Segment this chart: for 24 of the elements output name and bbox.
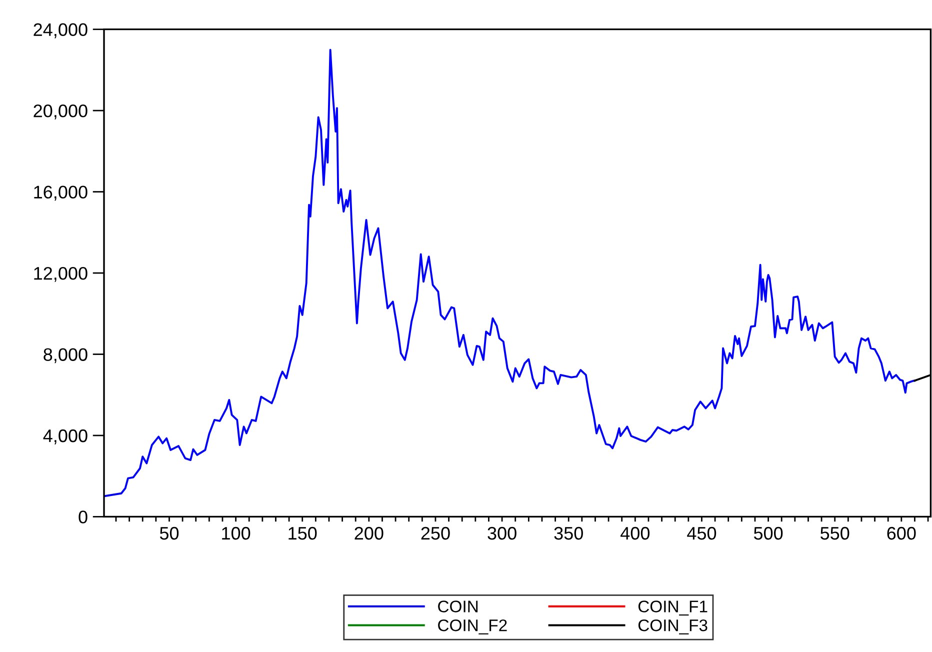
- x-tick-label: 400: [620, 526, 650, 540]
- y-tick-label: 0: [78, 510, 88, 524]
- line-series: [104, 48, 916, 497]
- x-tick-label: 50: [160, 526, 179, 540]
- y-tick-label: 16,000: [34, 186, 88, 201]
- legend-label: COIN: [438, 600, 478, 612]
- legend-label: COIN_F2: [438, 619, 507, 634]
- x-tick-label: 350: [554, 526, 583, 540]
- x-tick-label: 250: [421, 526, 450, 540]
- x-tick-label: 200: [354, 526, 384, 540]
- y-tick-label: 24,000: [34, 23, 88, 38]
- legend-label: COIN_F1: [638, 600, 708, 616]
- y-tick-label: 20,000: [34, 104, 88, 120]
- x-tick-label: 300: [488, 526, 516, 540]
- x-tick-label: 450: [687, 526, 716, 540]
- x-tick-label: 100: [222, 526, 250, 540]
- y-tick-label: 12,000: [34, 266, 88, 282]
- legend-label: COIN_F3: [638, 619, 708, 634]
- x-tick-label: 500: [754, 526, 783, 540]
- x-tick-label: 550: [820, 526, 850, 540]
- y-tick-label: 4,000: [43, 429, 88, 444]
- y-tick-label: 8,000: [44, 348, 88, 364]
- x-tick-label: 150: [288, 526, 317, 540]
- x-tick-label: 600: [887, 526, 916, 540]
